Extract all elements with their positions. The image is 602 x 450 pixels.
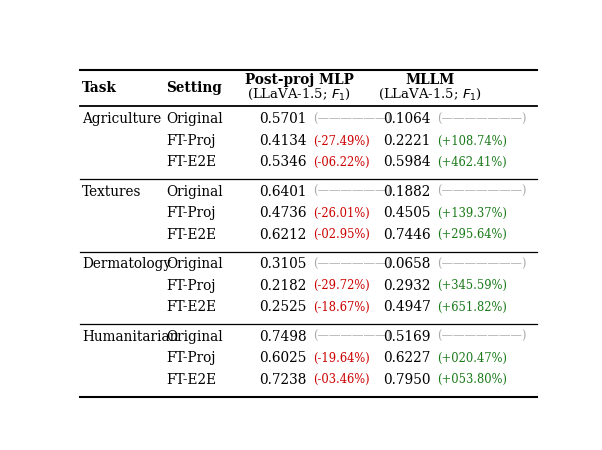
Text: FT-E2E: FT-E2E bbox=[166, 373, 216, 387]
Text: 0.2221: 0.2221 bbox=[383, 134, 430, 148]
Text: (——————): (——————) bbox=[313, 258, 391, 271]
Text: (+053.80%): (+053.80%) bbox=[437, 373, 507, 386]
Text: (+108.74%): (+108.74%) bbox=[437, 135, 507, 148]
Text: Original: Original bbox=[166, 112, 223, 126]
Text: FT-Proj: FT-Proj bbox=[166, 134, 216, 148]
Text: (-19.64%): (-19.64%) bbox=[313, 352, 370, 365]
Text: 0.2525: 0.2525 bbox=[259, 300, 307, 314]
Text: 0.6212: 0.6212 bbox=[259, 228, 307, 242]
Text: 0.7950: 0.7950 bbox=[383, 373, 430, 387]
Text: (——————): (——————) bbox=[313, 113, 391, 126]
Text: FT-E2E: FT-E2E bbox=[166, 155, 216, 170]
Text: (LLaVA-1.5; $F_1$): (LLaVA-1.5; $F_1$) bbox=[247, 87, 351, 102]
Text: (+020.47%): (+020.47%) bbox=[437, 352, 507, 365]
Text: (+462.41%): (+462.41%) bbox=[437, 156, 506, 169]
Text: (-26.01%): (-26.01%) bbox=[313, 207, 370, 220]
Text: Original: Original bbox=[166, 330, 223, 344]
Text: (-27.49%): (-27.49%) bbox=[313, 135, 370, 148]
Text: 0.4134: 0.4134 bbox=[259, 134, 307, 148]
Text: Post-proj MLP: Post-proj MLP bbox=[245, 73, 353, 87]
Text: (-06.22%): (-06.22%) bbox=[313, 156, 370, 169]
Text: 0.5701: 0.5701 bbox=[259, 112, 307, 126]
Text: (+139.37%): (+139.37%) bbox=[437, 207, 507, 220]
Text: (+651.82%): (+651.82%) bbox=[437, 301, 507, 314]
Text: (-02.95%): (-02.95%) bbox=[313, 228, 370, 241]
Text: 0.2182: 0.2182 bbox=[259, 279, 307, 293]
Text: 0.7498: 0.7498 bbox=[259, 330, 307, 344]
Text: Dermatology: Dermatology bbox=[82, 257, 172, 271]
Text: (-29.72%): (-29.72%) bbox=[313, 279, 370, 292]
Text: (+345.59%): (+345.59%) bbox=[437, 279, 507, 292]
Text: (-18.67%): (-18.67%) bbox=[313, 301, 370, 314]
Text: (———————): (———————) bbox=[437, 185, 526, 198]
Text: 0.5346: 0.5346 bbox=[259, 155, 307, 170]
Text: FT-Proj: FT-Proj bbox=[166, 351, 216, 365]
Text: MLLM: MLLM bbox=[405, 73, 455, 87]
Text: 0.0658: 0.0658 bbox=[383, 257, 430, 271]
Text: (+295.64%): (+295.64%) bbox=[437, 228, 507, 241]
Text: (LLaVA-1.5; $F_1$): (LLaVA-1.5; $F_1$) bbox=[378, 87, 482, 102]
Text: FT-Proj: FT-Proj bbox=[166, 279, 216, 293]
Text: (——————): (——————) bbox=[313, 185, 391, 198]
Text: 0.1882: 0.1882 bbox=[383, 185, 430, 199]
Text: Humanitarian: Humanitarian bbox=[82, 330, 179, 344]
Text: Original: Original bbox=[166, 185, 223, 199]
Text: 0.7446: 0.7446 bbox=[383, 228, 431, 242]
Text: 0.5169: 0.5169 bbox=[383, 330, 430, 344]
Text: FT-Proj: FT-Proj bbox=[166, 207, 216, 220]
Text: 0.2932: 0.2932 bbox=[383, 279, 430, 293]
Text: Task: Task bbox=[82, 81, 117, 95]
Text: FT-E2E: FT-E2E bbox=[166, 300, 216, 314]
Text: (———————): (———————) bbox=[437, 113, 526, 126]
Text: (———————): (———————) bbox=[437, 258, 526, 271]
Text: 0.6025: 0.6025 bbox=[259, 351, 307, 365]
Text: 0.6401: 0.6401 bbox=[259, 185, 307, 199]
Text: FT-E2E: FT-E2E bbox=[166, 228, 216, 242]
Text: 0.6227: 0.6227 bbox=[383, 351, 430, 365]
Text: 0.5984: 0.5984 bbox=[383, 155, 431, 170]
Text: Agriculture: Agriculture bbox=[82, 112, 161, 126]
Text: 0.3105: 0.3105 bbox=[259, 257, 307, 271]
Text: Textures: Textures bbox=[82, 185, 141, 199]
Text: 0.4505: 0.4505 bbox=[383, 207, 430, 220]
Text: 0.1064: 0.1064 bbox=[383, 112, 430, 126]
Text: (——————): (——————) bbox=[313, 330, 391, 343]
Text: (———————): (———————) bbox=[437, 330, 526, 343]
Text: Original: Original bbox=[166, 257, 223, 271]
Text: 0.4947: 0.4947 bbox=[383, 300, 431, 314]
Text: 0.4736: 0.4736 bbox=[259, 207, 307, 220]
Text: 0.7238: 0.7238 bbox=[259, 373, 307, 387]
Text: Setting: Setting bbox=[166, 81, 222, 95]
Text: (-03.46%): (-03.46%) bbox=[313, 373, 370, 386]
